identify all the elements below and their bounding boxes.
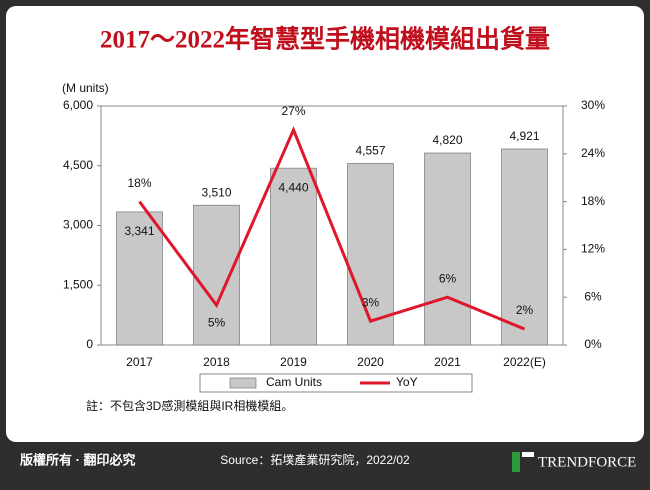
y-tick-label: 4,500 <box>63 158 93 172</box>
bar <box>424 152 471 346</box>
x-tick-label: 2022(E) <box>503 355 546 369</box>
bar-value-label: 4,557 <box>355 144 385 158</box>
bar-value-label: 4,440 <box>278 180 308 194</box>
copyright: 版權所有 · 翻印必究 <box>20 452 136 467</box>
y-tick-label: 0 <box>86 337 93 351</box>
line-value-label: 6% <box>439 271 457 285</box>
source: Source：拓墣產業研究院，2022/02 <box>220 452 410 467</box>
bar <box>270 167 317 346</box>
y2-tick-label: 30% <box>581 98 605 112</box>
line-value-label: 27% <box>281 104 305 118</box>
bar <box>193 204 240 346</box>
y-tick-label: 3,000 <box>63 218 93 232</box>
line-value-label: 2% <box>516 303 534 317</box>
chart-title: 2017～2022年智慧型手機相機模組出貨量 <box>100 25 550 54</box>
legend-label: YoY <box>396 375 418 389</box>
x-tick-label: 2017 <box>126 355 153 369</box>
line-value-label: 18% <box>127 176 151 190</box>
bar <box>116 211 163 346</box>
line <box>138 126 526 331</box>
legend-swatch <box>229 377 257 389</box>
x-tick-label: 2019 <box>280 355 307 369</box>
x-tick-label: 2021 <box>434 355 461 369</box>
panel <box>6 6 644 442</box>
x-tick-label: 2020 <box>357 355 384 369</box>
y2-tick-label: 0% <box>584 337 602 351</box>
bar-value-label: 3,510 <box>201 185 231 199</box>
y2-tick-label: 12% <box>581 242 605 256</box>
bar-value-label: 4,921 <box>509 129 539 143</box>
y-tick-label: 1,500 <box>63 277 93 291</box>
line-value-label: 5% <box>208 315 226 329</box>
bar <box>501 148 548 346</box>
y2-tick-label: 6% <box>584 289 602 303</box>
legend-label: Cam Units <box>266 375 322 389</box>
logo: TRENDFORCE <box>538 454 636 470</box>
x-tick-label: 2018 <box>203 355 230 369</box>
bar <box>347 163 394 346</box>
logo-icon <box>522 452 534 457</box>
legend-frame <box>199 373 473 393</box>
y-tick-label: 6,000 <box>63 98 93 112</box>
bar-value-label: 3,341 <box>124 224 154 238</box>
y2-tick-label: 24% <box>581 146 605 160</box>
note: 註：不包含3D感測模組與IR相機模組。 <box>86 398 293 413</box>
logo-icon <box>512 452 520 472</box>
y-axis-label: (M units) <box>62 81 109 95</box>
bar-value-label: 4,820 <box>432 133 462 147</box>
y2-tick-label: 18% <box>581 194 605 208</box>
line-value-label: 3% <box>362 295 380 309</box>
